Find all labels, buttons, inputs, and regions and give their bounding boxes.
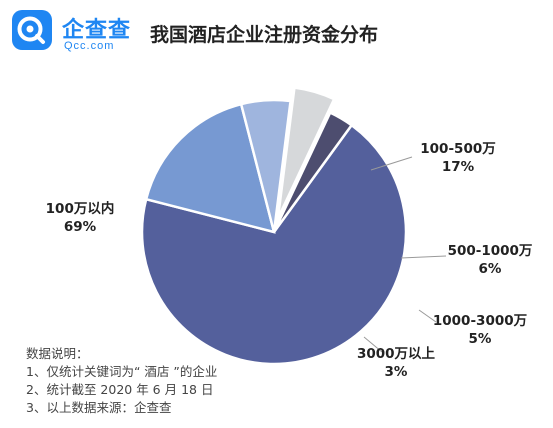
slice-value-1: 69% [64,219,97,235]
data-notes: 数据说明： 1、仅统计关键词为“ 酒店 ”的企业 2、统计截至 2020 年 6… [26,345,217,417]
notes-heading: 数据说明： [26,346,89,361]
slice-label-2: 100-500万 [420,141,495,157]
slice-label-1: 100万以内 [46,200,115,217]
pie-slice-4 [276,86,336,220]
leader-line-2 [370,156,413,171]
brand-domain: Qcc.com [64,40,115,52]
chart-title: 我国酒店企业注册资金分布 [150,24,379,46]
note-line-1: 1、仅统计关键词为“ 酒店 ”的企业 [26,364,218,379]
note-line-3: 3、以上数据来源：企查查 [26,400,172,415]
slice-value-4: 5% [469,331,492,347]
slice-value-2: 17% [442,159,475,175]
leader-line-3 [400,255,447,259]
slice-label-5: 3000万以上 [357,346,436,362]
slice-label-4: 1000-3000万 [433,313,527,329]
brand-name: 企查查 [62,18,132,43]
slice-value-5: 3% [385,364,408,380]
pie-slice-1 [140,123,408,366]
qcc-logo-icon [12,10,52,50]
pie-slice-5 [272,110,354,233]
slice-label-3: 500-1000万 [448,243,533,259]
leader-line-4 [418,309,437,323]
note-line-2: 2、统计截至 2020 年 6 月 18 日 [26,382,214,397]
pie-slice-2 [144,102,276,234]
leader-line-5 [363,336,383,353]
pie-slice-3 [239,98,292,233]
slice-value-3: 6% [479,261,502,277]
